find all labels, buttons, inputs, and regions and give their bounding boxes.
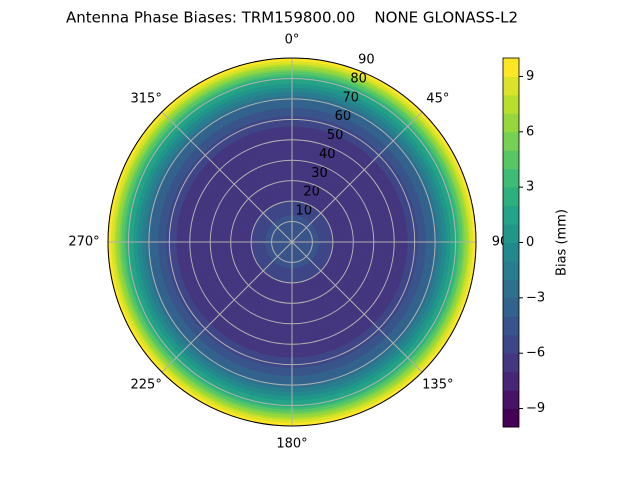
radial-tick-label: 90: [358, 53, 375, 68]
colorbar-tick-label: −9: [526, 401, 545, 416]
radial-tick-label: 80: [350, 71, 367, 86]
angular-tick-label: 225°: [131, 377, 162, 392]
angular-tick-label: 180°: [276, 437, 307, 452]
colorbar-band: [503, 205, 519, 225]
colorbar-band: [503, 113, 519, 133]
radial-tick-label: 30: [311, 166, 328, 181]
radial-tick-label: 60: [335, 109, 352, 124]
angular-grid-line: [291, 241, 423, 373]
colorbar-band: [503, 334, 519, 354]
angular-tick-label: 0°: [285, 33, 300, 48]
colorbar-band: [503, 187, 519, 207]
polar-grid: 1020304050607080900°45°90135°180°225°270…: [68, 33, 508, 452]
angular-tick-label: 135°: [422, 377, 453, 392]
colorbar-band: [503, 150, 519, 170]
colorbar-tick-label: 0: [526, 235, 534, 250]
colorbar-band: [503, 297, 519, 317]
colorbar-tick-label: 9: [526, 69, 534, 84]
colorbar-band: [503, 242, 519, 262]
colorbar-band: [503, 131, 519, 151]
angular-grid-line: [161, 111, 293, 243]
angular-tick-label: 45°: [426, 92, 449, 107]
colorbar-band: [503, 371, 519, 391]
colorbar-tick-label: −6: [526, 346, 545, 361]
chart-title: Antenna Phase Biases: TRM159800.00 NONE …: [66, 9, 518, 27]
colorbar-band: [503, 279, 519, 299]
colorbar-tick-label: −3: [526, 290, 545, 305]
colorbar-tick-label: 6: [526, 124, 534, 139]
radial-tick-label: 50: [327, 128, 344, 143]
colorbar-band: [503, 94, 519, 114]
angular-grid-line: [291, 111, 423, 243]
colorbar-band: [503, 58, 519, 77]
radial-tick-label: 10: [296, 204, 313, 219]
colorbar-band: [503, 168, 519, 188]
polar-frame: [107, 57, 477, 427]
colorbar-band: [503, 224, 519, 243]
radial-tick-label: 20: [303, 185, 320, 200]
colorbar: −9 −6 −3 0 3 6 9 Bias (mm): [502, 57, 570, 428]
angular-tick-label: 270°: [68, 235, 99, 250]
colorbar-label: Bias (mm): [555, 209, 570, 276]
radial-tick-label: 40: [319, 147, 336, 162]
angular-grid-line: [161, 241, 293, 373]
colorbar-band: [503, 390, 519, 410]
colorbar-band: [503, 76, 519, 96]
colorbar-band: [503, 408, 519, 428]
colorbar-band: [503, 353, 519, 373]
radial-tick-label: 70: [342, 90, 359, 105]
colorbar-tick-label: 3: [526, 180, 534, 195]
colorbar-band: [503, 260, 519, 280]
colorbar-band: [503, 316, 519, 336]
angular-tick-label: 315°: [131, 92, 162, 107]
